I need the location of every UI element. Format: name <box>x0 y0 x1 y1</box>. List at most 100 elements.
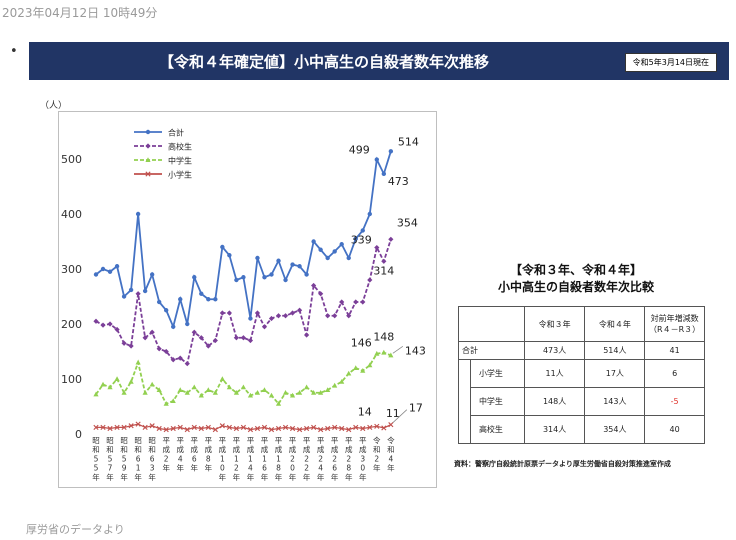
table-row-elementary: 小学生 11人 17人 6 <box>458 359 705 388</box>
x-tick-label: 昭和 6 3 年 <box>148 436 156 482</box>
x-tick-label: 昭和 5 7 年 <box>106 436 114 482</box>
y-tick-label: 500 <box>61 153 82 166</box>
x-tick-label: 平成 2 6 年 <box>331 436 339 482</box>
data-point-junior <box>121 389 127 395</box>
data-point-elem <box>254 425 261 432</box>
header-blank-cell <box>458 306 525 342</box>
y-tick-label: 0 <box>75 428 82 441</box>
header-diff: 対前年増減数 （R４－R３） <box>644 306 705 342</box>
data-point-total <box>164 308 169 313</box>
x-tick-label: 平成 1 6 年 <box>261 436 269 482</box>
data-point-junior <box>282 389 289 395</box>
data-point-junior <box>191 384 197 390</box>
data-point-high <box>275 313 282 319</box>
elementary-diff: 6 <box>644 359 705 388</box>
data-label: 473 <box>388 175 409 188</box>
table-row-high: 高校生 314人 354人 40 <box>458 415 705 444</box>
data-point-total <box>142 288 148 294</box>
as-of-date-box: 令和5年3月14日現在 <box>624 53 717 72</box>
data-point-junior <box>332 382 338 388</box>
table-row-total: 合計 473人 514人 41 <box>458 341 705 360</box>
data-point-elem <box>198 425 204 432</box>
data-point-total <box>304 272 309 277</box>
data-point-total <box>346 255 351 261</box>
data-point-high <box>142 335 148 341</box>
data-point-total <box>339 242 344 247</box>
total-r3: 473人 <box>523 341 586 360</box>
data-point-high <box>226 310 232 316</box>
data-point-elem <box>205 424 211 430</box>
data-point-elem <box>170 425 176 432</box>
legend-label: 中学生 <box>168 156 192 166</box>
data-point-elem <box>360 425 366 432</box>
data-point-total <box>220 244 225 250</box>
data-point-elem <box>93 424 99 430</box>
data-point-total <box>353 236 358 241</box>
junior-r4: 143人 <box>584 387 646 416</box>
data-point-junior <box>261 387 268 392</box>
elementary-r3: 11人 <box>523 359 586 388</box>
data-point-high <box>198 335 204 341</box>
data-point-elem <box>332 424 338 430</box>
data-point-total <box>367 211 372 217</box>
label-leader-line <box>392 346 404 354</box>
data-point-total <box>269 272 274 277</box>
data-point-elem <box>142 424 148 430</box>
data-point-high <box>325 313 331 319</box>
data-point-elem <box>191 424 197 430</box>
data-point-junior <box>198 392 204 398</box>
data-point-junior <box>289 392 296 398</box>
data-point-high <box>149 329 155 335</box>
data-label: 11 <box>386 407 400 420</box>
data-point-total <box>135 211 141 217</box>
source-note: 資料：警察庁自殺統計原票データより厚生労働省自殺対策推進室作成 <box>454 460 671 468</box>
data-point-high <box>332 313 338 319</box>
data-point-high <box>212 337 218 344</box>
data-point-elem <box>261 424 268 430</box>
data-point-high <box>233 335 239 341</box>
data-point-junior <box>381 349 387 355</box>
data-point-high <box>318 291 324 297</box>
indent-cell <box>458 415 471 444</box>
y-tick-label: 100 <box>61 373 82 386</box>
elementary-label: 小学生 <box>469 359 525 388</box>
header-r3: 令和３年 <box>523 306 586 342</box>
data-point-high <box>367 277 373 283</box>
data-point-elem <box>219 423 225 429</box>
timestamp: 2023年04月12日 10時49分 <box>2 6 158 20</box>
data-point-high <box>219 310 225 316</box>
data-point-total <box>262 275 267 280</box>
data-point-elem <box>163 427 169 433</box>
data-point-high <box>304 332 310 338</box>
data-point-high <box>100 322 106 328</box>
data-point-elem <box>247 427 254 433</box>
data-point-junior <box>128 378 134 384</box>
data-point-junior <box>219 376 225 381</box>
legend-marker-elem <box>145 171 151 177</box>
data-point-total <box>381 171 387 177</box>
data-point-high <box>114 326 120 333</box>
data-point-high <box>254 310 261 316</box>
data-point-high <box>353 299 359 305</box>
data-label: 339 <box>351 234 372 247</box>
data-point-high <box>163 348 169 355</box>
data-point-high <box>374 244 380 251</box>
data-point-total <box>156 299 162 305</box>
data-point-high <box>381 258 387 264</box>
data-point-elem <box>226 424 232 430</box>
data-point-high <box>311 282 317 289</box>
data-point-junior <box>212 389 218 395</box>
data-point-junior <box>163 400 169 406</box>
label-leader-line <box>392 409 408 423</box>
data-point-junior <box>254 389 261 395</box>
data-point-junior <box>233 389 239 395</box>
data-point-total <box>332 249 337 254</box>
data-point-high <box>135 291 141 297</box>
data-point-elem <box>156 425 162 432</box>
x-tick-label: 平成 3 0 年 <box>359 436 367 482</box>
total-label: 合計 <box>458 341 525 360</box>
x-tick-label: 令和 4 年 <box>387 435 395 473</box>
junior-r3: 148人 <box>523 387 586 416</box>
data-point-junior <box>367 362 373 368</box>
data-point-high <box>268 315 275 322</box>
